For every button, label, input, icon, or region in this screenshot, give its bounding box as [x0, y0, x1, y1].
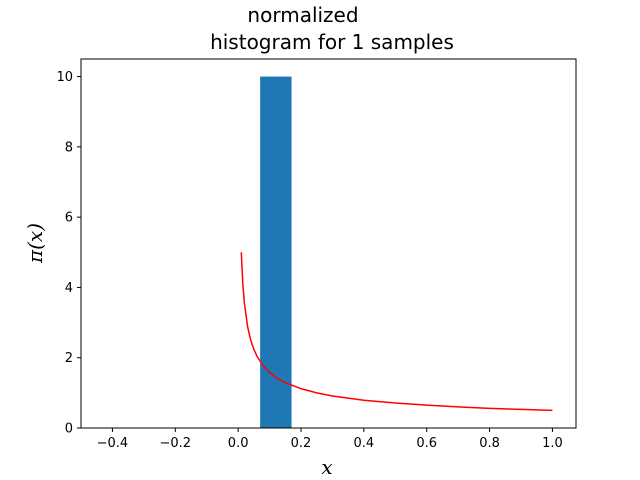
- x-axis-label: x: [321, 455, 332, 479]
- y-axis-ticks: 0 2 4 6 8 10: [56, 70, 81, 437]
- x-axis-ticks: −0.4 −0.2 0.0 0.2 0.4 0.6 0.8 1.0: [97, 428, 563, 451]
- y-tick-label: 2: [65, 351, 73, 366]
- y-tick-label: 10: [56, 70, 73, 85]
- histogram-bar: [260, 76, 292, 429]
- curve-layer: [240, 252, 553, 412]
- x-tick-label: 1.0: [542, 436, 563, 451]
- x-tick-label: 0.2: [291, 436, 312, 451]
- x-tick-label: 0.6: [416, 436, 437, 451]
- y-tick-label: 8: [65, 140, 73, 155]
- y-tick-label: 0: [65, 422, 73, 437]
- y-tick-label: 4: [65, 281, 73, 296]
- plot-frame: [80, 58, 577, 429]
- chart-title-line-1: normalized: [247, 3, 358, 27]
- x-tick-label: −0.2: [159, 436, 191, 451]
- x-tick-label: −0.4: [97, 436, 129, 451]
- density-curve: [240, 252, 553, 412]
- chart-title-line-2: histogram for 1 samples: [210, 30, 454, 54]
- x-tick-label: 0.8: [479, 436, 500, 451]
- x-tick-label: 0.4: [354, 436, 375, 451]
- y-axis-label: π(x): [23, 223, 47, 264]
- bars-layer: [260, 76, 292, 429]
- y-tick-label: 6: [65, 211, 73, 226]
- x-tick-label: 0.0: [228, 436, 249, 451]
